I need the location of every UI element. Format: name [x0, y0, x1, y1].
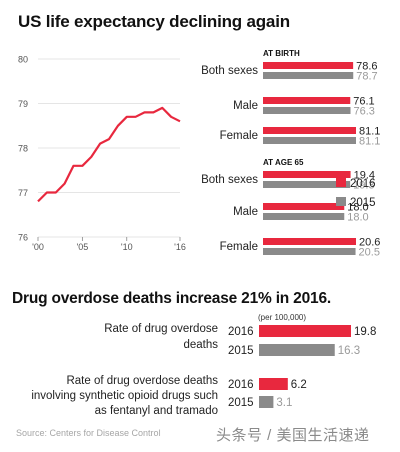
overdose-year-label: 2016 [228, 379, 254, 391]
value-label-2016: 20.6 [359, 237, 380, 249]
row-label: Male [233, 206, 258, 218]
overdose-row-label: as fentanyl and tramado [95, 405, 218, 417]
bar-2015 [263, 107, 351, 114]
value-label-2015: 76.3 [353, 106, 374, 118]
value-label-2016: 76.1 [353, 96, 374, 108]
overdose-bar-2015 [259, 344, 335, 356]
overdose-bar-2016 [259, 325, 351, 337]
bar-2015 [263, 248, 356, 255]
source-note: Source: Centers for Disease Control [16, 428, 161, 438]
value-label-2016: 81.1 [359, 126, 380, 138]
x-tick-label: '16 [174, 242, 186, 252]
overdose-bar-2015 [259, 396, 274, 408]
x-tick-label: '10 [121, 242, 133, 252]
value-label-2015: 81.1 [359, 136, 380, 148]
overdose-year-label: 2016 [228, 326, 254, 338]
value-label-2016: 19.4 [354, 170, 375, 182]
bar-2015 [263, 181, 351, 188]
bar-2015 [263, 137, 356, 144]
bar-2016 [263, 97, 351, 104]
value-label-2016: 18.0 [347, 202, 368, 214]
bar-2016 [263, 238, 356, 245]
bar-2016 [263, 62, 354, 69]
watermark-text: 头条号 / 美国生活速递 [216, 427, 370, 444]
overdose-year-label: 2015 [228, 345, 254, 357]
row-label: Male [233, 100, 258, 112]
x-tick-label: '00 [32, 242, 44, 252]
value-label-2015: 78.7 [356, 71, 377, 83]
overdose-value-2016: 19.8 [354, 326, 376, 338]
group-title: AT AGE 65 [263, 158, 304, 167]
legend-swatch-2015 [336, 197, 346, 206]
overdose-value-2015: 16.3 [338, 345, 360, 357]
legend-label-2015: 2015 [350, 197, 376, 209]
y-tick-label: 79 [18, 99, 28, 109]
bar-2016 [263, 203, 345, 210]
overdose-value-2016: 6.2 [291, 379, 307, 391]
x-tick-label: '05 [77, 242, 89, 252]
bar-2015 [263, 213, 345, 220]
life-expectancy-title: US life expectancy declining again [18, 12, 290, 31]
y-tick-label: 78 [18, 144, 28, 154]
overdose-row-label: Rate of drug overdose [104, 323, 218, 335]
overdose-row-label: involving synthetic opioid drugs such [31, 390, 218, 402]
unit-note: (per 100,000) [258, 313, 306, 322]
y-tick-label: 80 [18, 55, 28, 65]
legend-label-2016: 2016 [350, 178, 376, 190]
value-label-2015: 19.3 [353, 180, 374, 192]
bar-2016 [263, 171, 351, 178]
bar-2016 [263, 127, 356, 134]
value-label-2016: 78.6 [356, 61, 377, 73]
overdose-bar-2016 [259, 378, 288, 390]
overdose-row-label: deaths [183, 339, 218, 351]
bar-2015 [263, 72, 354, 79]
row-label: Female [220, 241, 258, 253]
row-label: Female [220, 130, 258, 142]
value-label-2015: 18.0 [347, 212, 368, 224]
value-label-2015: 20.5 [359, 247, 380, 259]
group-title: AT BIRTH [263, 49, 300, 58]
overdose-year-label: 2015 [228, 397, 254, 409]
row-label: Both sexes [201, 174, 258, 186]
y-tick-label: 77 [18, 188, 28, 198]
row-label: Both sexes [201, 65, 258, 77]
y-tick-label: 76 [18, 233, 28, 243]
overdose-title: Drug overdose deaths increase 21% in 201… [12, 290, 331, 307]
overdose-row-label: Rate of drug overdose deaths [66, 375, 218, 387]
life-expectancy-line [37, 106, 181, 203]
overdose-value-2015: 3.1 [276, 397, 292, 409]
legend-swatch-2016 [336, 178, 346, 187]
